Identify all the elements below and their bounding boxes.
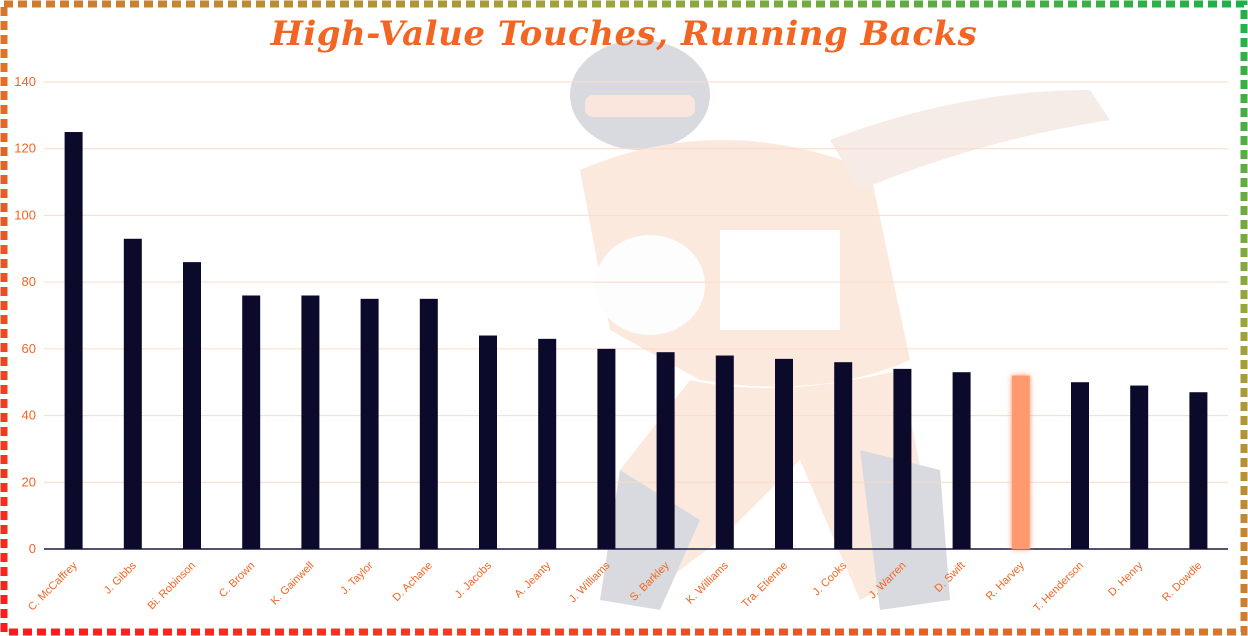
x-category-label: J. Gibbs <box>102 559 139 596</box>
bar <box>301 295 320 549</box>
x-category-label: J. Taylor <box>338 559 376 597</box>
bar <box>834 362 853 549</box>
x-category-label: S. Barkley <box>628 559 672 603</box>
bar <box>538 338 557 549</box>
x-category-label: Tra. Etienne <box>740 560 791 611</box>
bar <box>715 355 734 549</box>
bar <box>656 352 675 549</box>
bar <box>183 262 201 549</box>
x-category-label: R. Harvey <box>984 559 1027 602</box>
x-category-label: C. McCaffrey <box>26 559 80 613</box>
x-category-label: C. Brown <box>217 560 257 600</box>
x-category-label: K. Williams <box>684 559 731 606</box>
y-tick-label: 0 <box>29 541 36 556</box>
x-category-label: D. Henry <box>1106 559 1146 599</box>
y-tick-label: 140 <box>14 74 36 89</box>
x-category-label: A. Jeanty <box>512 559 553 600</box>
bar <box>479 335 497 549</box>
y-tick-label: 40 <box>22 408 36 423</box>
x-category-label: J. Williams <box>567 559 613 605</box>
x-category-label: K. Gainwell <box>269 560 317 608</box>
x-category-label: J. Cooks <box>811 559 850 598</box>
bar <box>64 132 83 550</box>
bar <box>952 372 971 549</box>
x-category-label: Bi. Robinson <box>146 560 199 613</box>
bar <box>1071 382 1089 549</box>
x-category-label: R. Dowdle <box>1160 560 1204 604</box>
bar <box>360 298 379 549</box>
bar <box>419 298 438 549</box>
bar <box>242 295 261 549</box>
bar <box>775 358 793 549</box>
bar <box>597 348 616 549</box>
bar-highlighted <box>1011 375 1030 549</box>
y-tick-label: 120 <box>14 141 36 156</box>
y-tick-label: 100 <box>14 207 36 222</box>
chart-title: High-Value Touches, Running Backs <box>270 14 978 54</box>
y-tick-label: 20 <box>22 474 36 489</box>
x-category-label: T. Henderson <box>1031 560 1086 615</box>
bar <box>1189 392 1208 549</box>
x-category-label: J. Warren <box>867 560 909 602</box>
bar <box>893 368 912 549</box>
y-tick-label: 80 <box>22 274 36 289</box>
x-category-label: D. Swift <box>932 560 967 595</box>
bar <box>123 238 142 549</box>
x-category-label: J. Jacobs <box>453 559 495 601</box>
x-category-label: D. Achane <box>391 560 435 604</box>
bar <box>1130 385 1149 549</box>
y-tick-label: 60 <box>22 341 36 356</box>
